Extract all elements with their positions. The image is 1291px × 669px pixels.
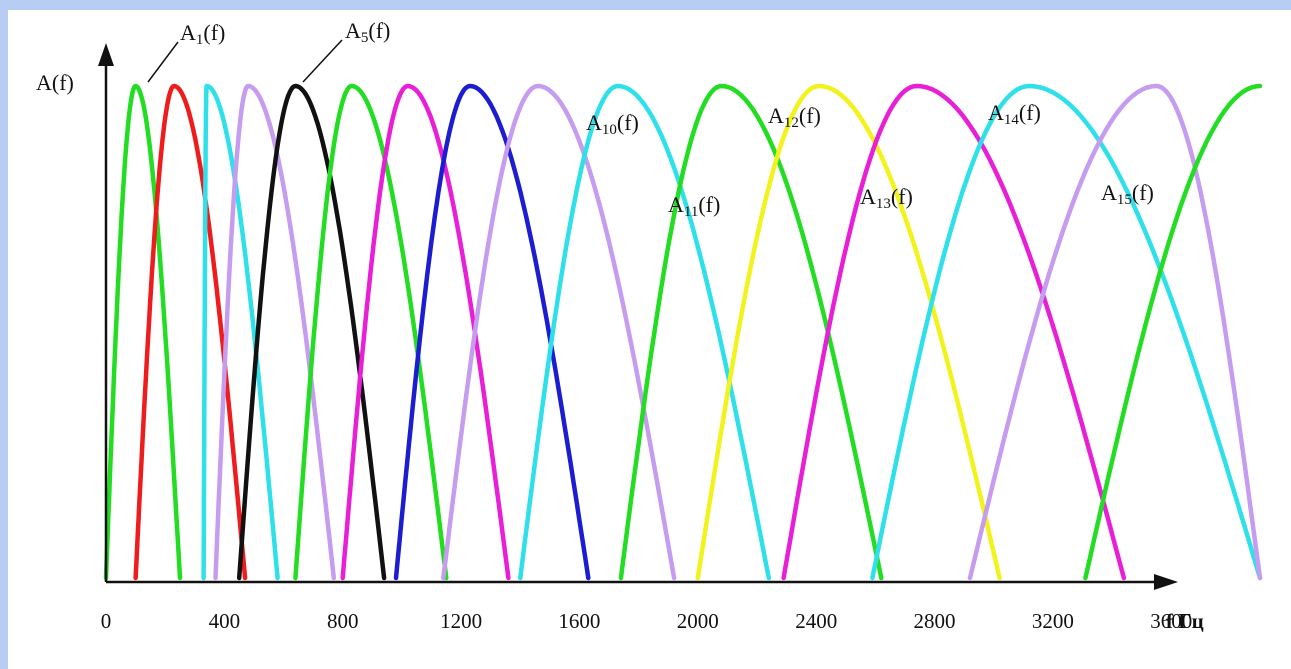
a1-leader-line [147,41,179,83]
axes [98,43,1178,590]
curve-8 [393,83,591,581]
curve-13 [781,83,1127,581]
curve-12 [695,83,1002,581]
chart-panel: A(f) 0 400 800 1200 1600 2000 2400 2800 3200 3600… [8,10,1291,669]
curve-14 [870,83,1263,581]
curve-annotations: A1(f) A5(f) A10(f) A11(f) A12(f) A13(f) A14(f)… [180,18,1154,220]
x-tick-label: 2800 [914,609,956,633]
annotation-label: A13(f) [860,184,913,212]
y-axis-arrow [98,43,114,66]
annotation-label: A10(f) [586,110,639,138]
curve-5 [236,83,387,581]
curve-16 [1083,83,1263,581]
annotation-label: A15(f) [1101,180,1154,208]
frequency-response-chart: A(f) 0 400 800 1200 1600 2000 2400 2800 3200 3600… [36,18,1263,633]
curve-2 [133,83,248,581]
curve-1 [103,83,183,581]
x-tick-label: 3600 [1150,609,1192,633]
annotation-label: A12(f) [768,103,821,131]
y-axis-label: A(f) [36,70,74,95]
curve-9 [441,83,677,581]
annotation-label: A5(f) [345,18,390,46]
annotation-label: A11(f) [668,192,720,220]
annotation-label: A14(f) [988,100,1041,128]
x-tick-labels: 0 400 800 1200 1600 2000 2400 2800 3200 3600 [101,609,1192,633]
x-tick-label: 2400 [795,609,837,633]
x-tick-label: 1600 [558,609,600,633]
x-tick-label: 1200 [440,609,482,633]
x-tick-label: 800 [327,609,359,633]
curves-layer [103,83,1263,581]
curve-7 [340,83,511,581]
curve-4 [213,83,337,581]
x-tick-label: 0 [101,609,112,633]
a5-leader-line [302,39,343,83]
curve-15 [967,83,1263,581]
annotation-label: A1(f) [180,20,225,48]
curve-6 [293,83,449,581]
x-axis-label: f Гц [1166,609,1204,633]
curve-10 [518,83,772,581]
x-axis-arrow [1154,574,1178,590]
x-tick-label: 3200 [1032,609,1074,633]
x-tick-label: 400 [209,609,241,633]
x-tick-label: 2000 [677,609,719,633]
curve-3 [201,83,280,581]
